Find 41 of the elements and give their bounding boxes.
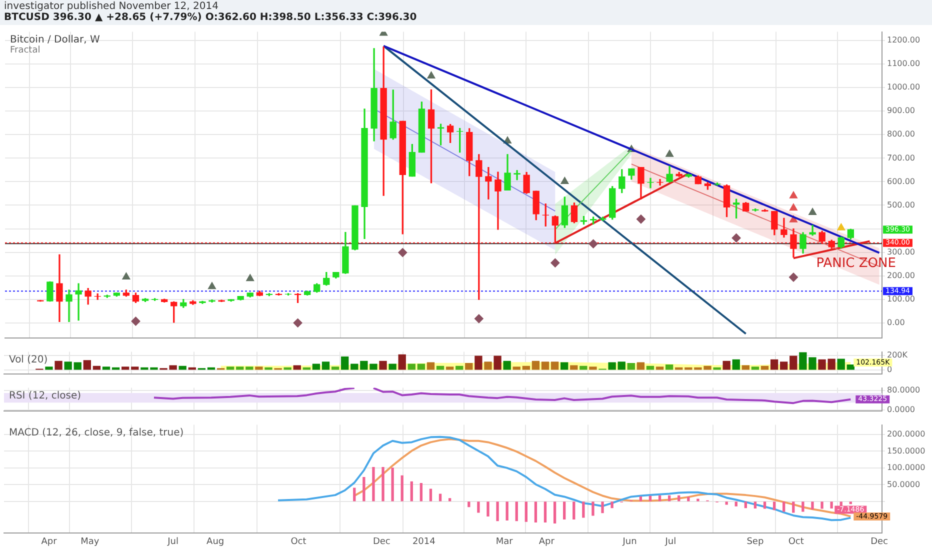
y-tick-label: 900.00 bbox=[887, 106, 915, 116]
x-tick-label: Dec bbox=[870, 536, 888, 547]
x-tick-label: Apr bbox=[538, 536, 555, 547]
x-tick-label: Jun bbox=[622, 536, 637, 547]
y-tick-label: 0.0000 bbox=[887, 404, 915, 414]
chart-title: RSI (12, close) bbox=[9, 390, 82, 402]
y-tick-label: 200.00 bbox=[887, 270, 915, 280]
y-tick-label: 800.00 bbox=[887, 130, 915, 139]
y-tick-label: 1100.00 bbox=[887, 59, 920, 68]
y-tick-label: 600.00 bbox=[887, 176, 915, 186]
y-tick-label: 100.00 bbox=[887, 294, 915, 304]
y-tick-label: 50.0000 bbox=[887, 480, 920, 489]
x-tick-label: Dec bbox=[372, 536, 390, 547]
chart-subtitle: BTCUSD 396.30 ▲ +28.65 (+7.79%) O:362.60 H:398.50 L:356.33 C:396.30 bbox=[4, 12, 418, 23]
x-tick-label: May bbox=[80, 536, 100, 547]
annotation: Fractal bbox=[10, 46, 40, 56]
y-tick-label: 1200.00 bbox=[887, 36, 920, 45]
x-tick-label: Oct bbox=[290, 536, 307, 547]
y-tick-label: 300.00 bbox=[887, 247, 915, 256]
x-tick-label: Oct bbox=[788, 536, 804, 547]
y-tick-label: 150.0000 bbox=[887, 446, 926, 456]
y-tick-label: 100.0000 bbox=[887, 463, 926, 472]
y-tick-label: 700.00 bbox=[887, 153, 915, 162]
y-tick-label: 0 bbox=[887, 364, 892, 374]
x-tick-label: Sep bbox=[746, 536, 764, 547]
y-tick-label: 0.00 bbox=[887, 318, 905, 327]
x-tick-label: Apr bbox=[41, 536, 58, 547]
y-tick-label: 200.0000 bbox=[887, 430, 926, 439]
x-tick-label: 2014 bbox=[412, 536, 436, 547]
y-tick-label: 1000.00 bbox=[887, 82, 920, 92]
x-tick-label: Mar bbox=[496, 536, 514, 547]
x-tick-label: Aug bbox=[206, 536, 224, 547]
x-tick-label: Jul bbox=[664, 536, 676, 547]
y-tick-label: 200K bbox=[887, 350, 908, 360]
x-tick-label: Jul bbox=[166, 536, 178, 547]
chart-title: Vol (20) bbox=[9, 354, 48, 366]
chart-title: investigator published November 12, 2014 bbox=[4, 1, 220, 12]
y-tick-label: 500.00 bbox=[887, 200, 915, 210]
chart-title: MACD (12, 26, close, 9, false, true) bbox=[9, 427, 184, 438]
annotation: Bitcoin / Dollar, W bbox=[10, 34, 100, 46]
y-tick-label: 80.0000 bbox=[887, 386, 920, 395]
